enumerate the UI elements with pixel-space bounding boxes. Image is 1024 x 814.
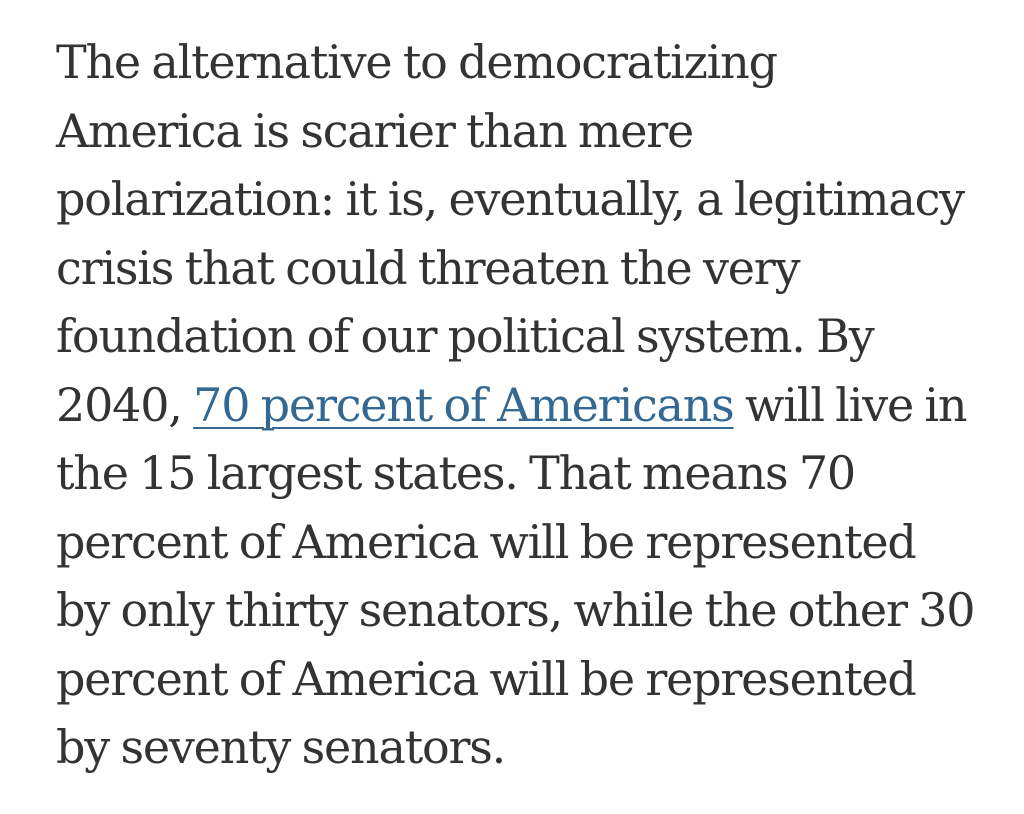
text-before-link: 2040, <box>56 377 194 432</box>
text-line-8: percent of America will be represented <box>56 514 917 569</box>
text-line-6: 2040, 70 percent of Americans will live … <box>56 371 986 440</box>
americans-percent-link[interactable]: 70 percent of Americans <box>193 377 735 432</box>
text-line-3: polarization: it is, eventually, a legit… <box>56 172 965 226</box>
text-line-1: The alternative to democratizing <box>56 35 778 89</box>
paragraph: The alternative to democratizing America… <box>56 28 986 782</box>
text-line-4: crisis that could threaten the very <box>56 240 801 295</box>
text-line-11: by seventy senators. <box>56 720 506 774</box>
text-line-7: the 15 largest states. That means 70 <box>56 446 856 500</box>
article-body: The alternative to democratizing America… <box>56 28 986 782</box>
text-after-link: will live in <box>733 377 968 432</box>
text-line-9: by only thirty senators, while the other… <box>56 583 976 637</box>
text-line-5: foundation of our political system. By <box>56 309 875 363</box>
text-line-10: percent of America will be represented <box>56 651 917 706</box>
text-line-2: America is scarier than mere <box>56 103 694 158</box>
